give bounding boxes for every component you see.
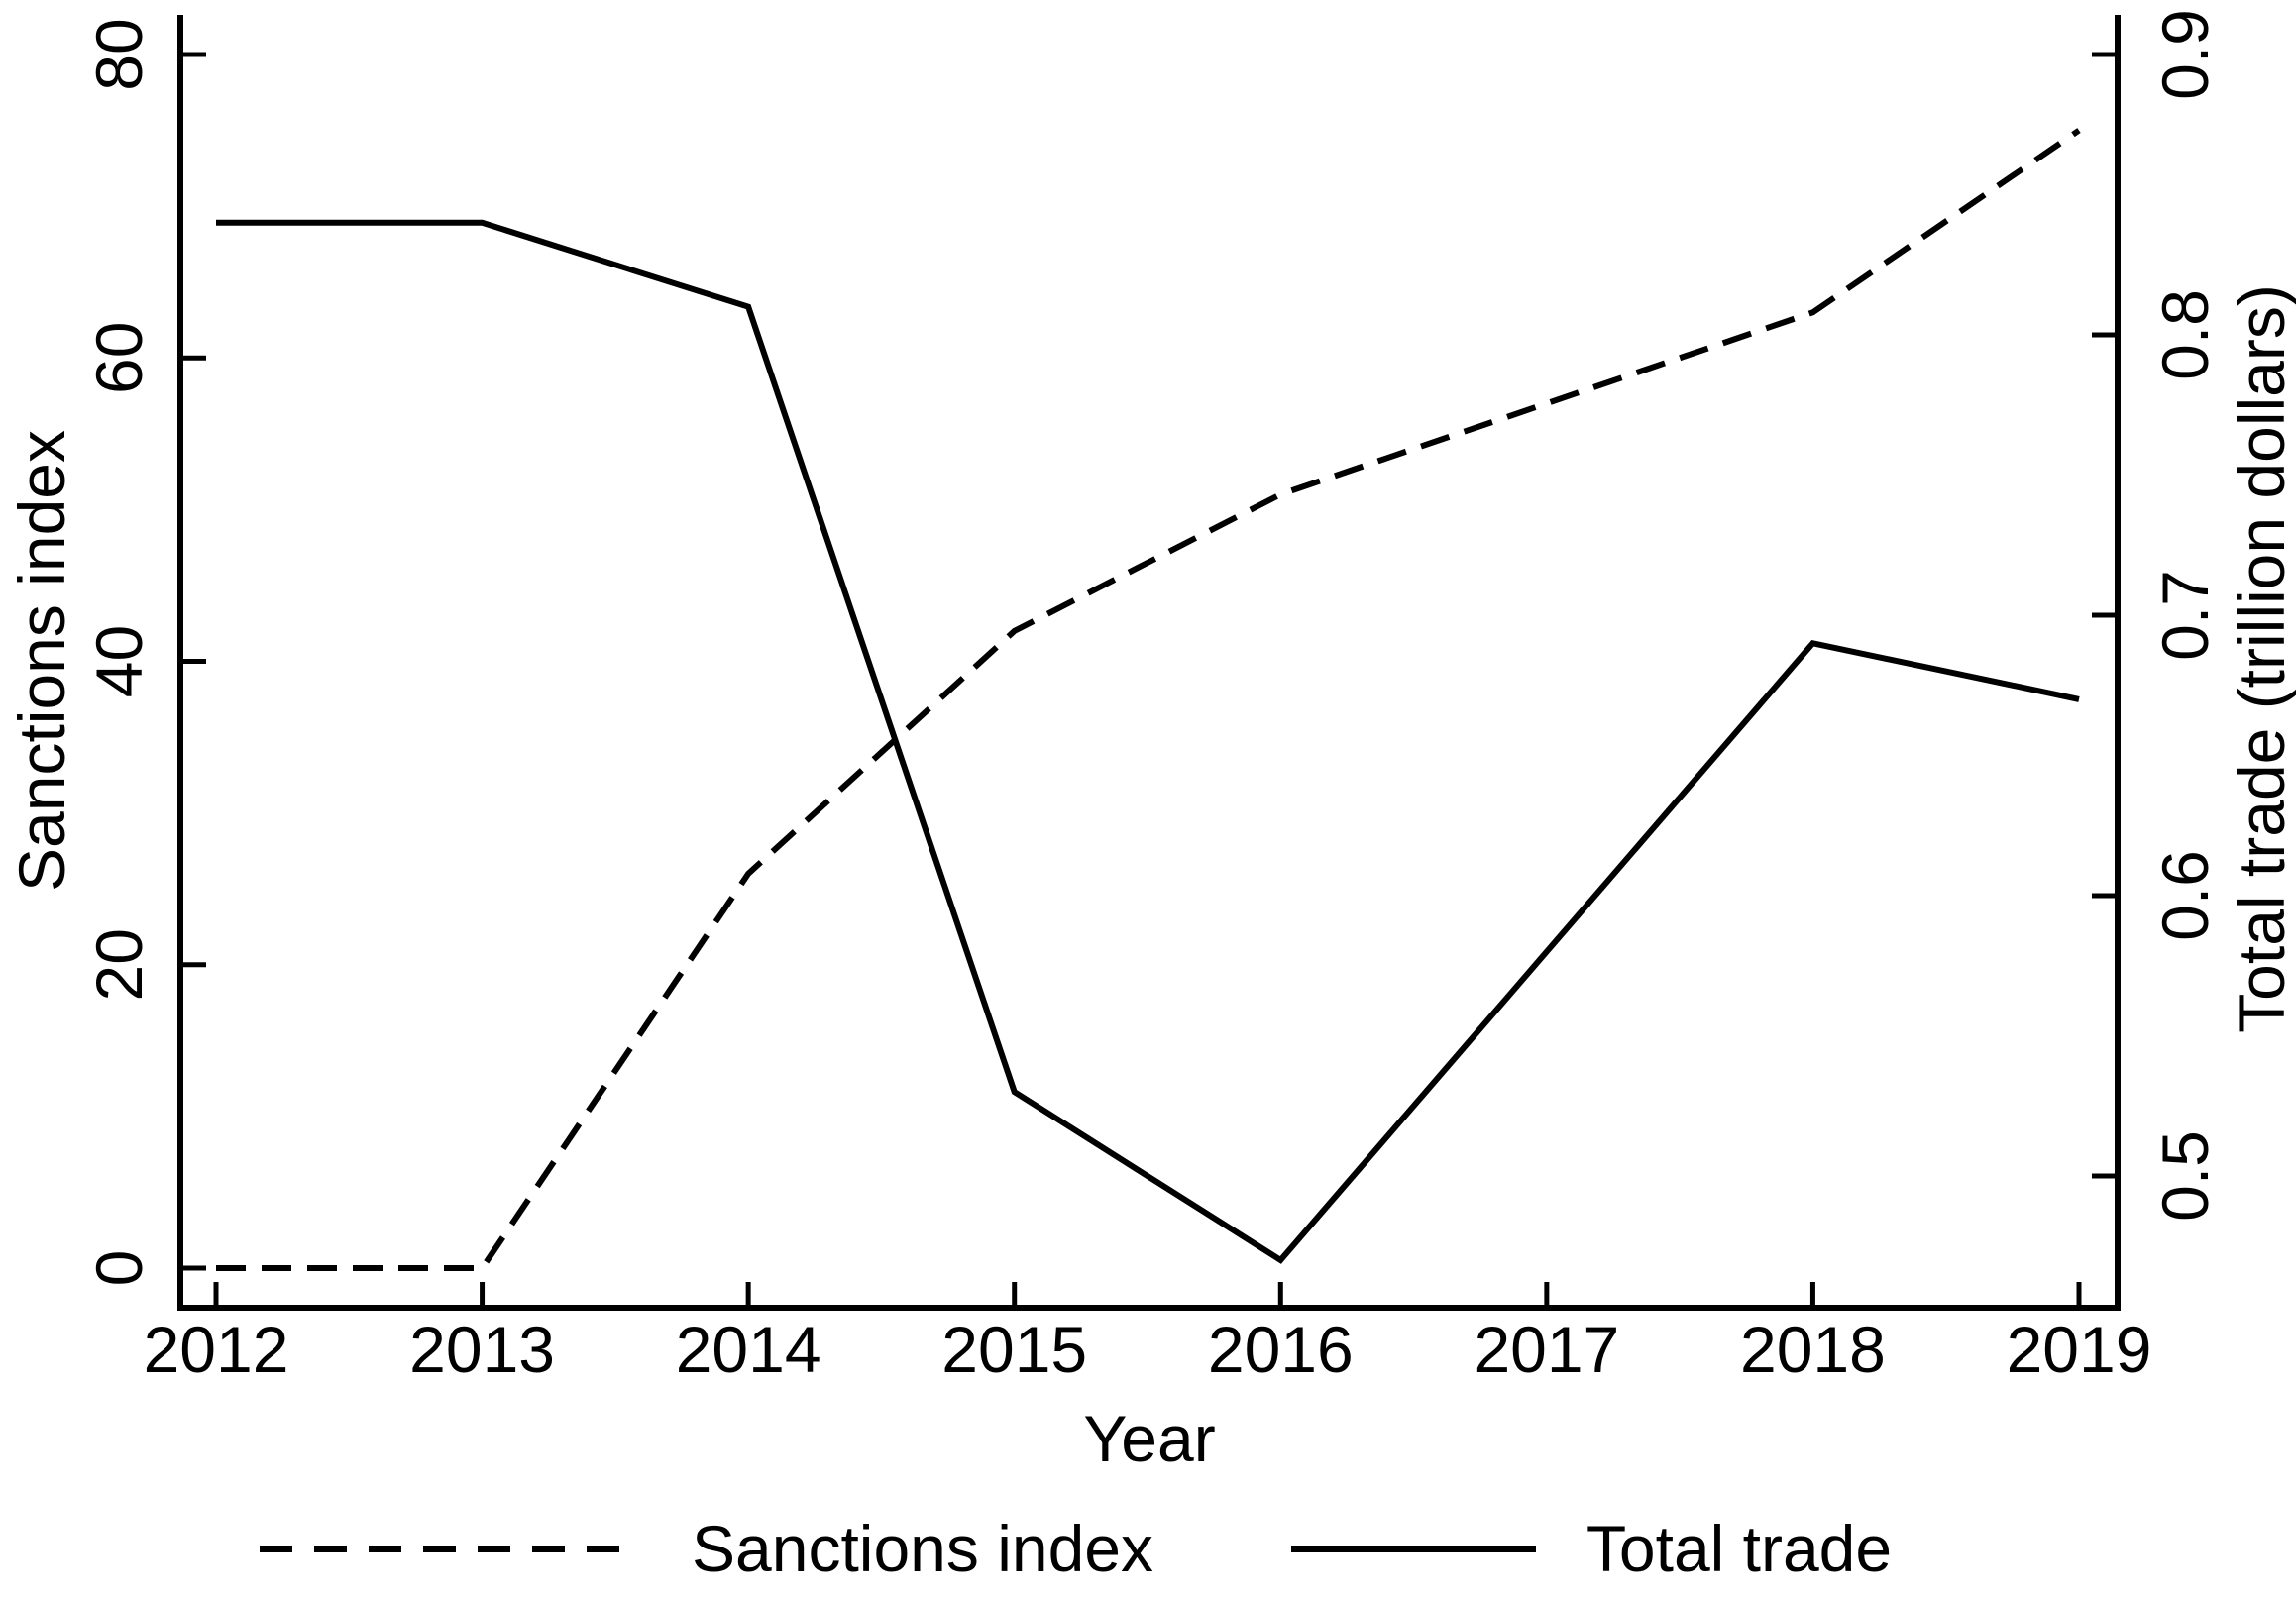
x-axis-tick-label: 2012 [144, 1313, 289, 1386]
left-axis-tick-label: 20 [82, 928, 156, 1001]
x-axis-tick-label: 2019 [2007, 1313, 2152, 1386]
left-axis-tick-label: 0 [82, 1250, 156, 1287]
legend-solid-line-sample [1291, 1546, 1536, 1552]
left-y-axis-title: Sanctions index [5, 430, 78, 892]
x-axis-tick-label: 2016 [1208, 1313, 1354, 1386]
right-axis-tick-label: 0.9 [2148, 9, 2222, 100]
series-line-sanctions-index [216, 128, 2081, 1271]
left-axis-tick-label: 60 [82, 322, 156, 394]
x-axis-tick-label: 2014 [676, 1313, 821, 1386]
left-axis-tick-label: 40 [82, 625, 156, 697]
x-axis-tick-label: 2017 [1474, 1313, 1619, 1386]
legend-dashed-line-sample [260, 1546, 626, 1552]
legend-label-total-trade: Total trade [1585, 1512, 1893, 1585]
x-axis-title: Year [1083, 1402, 1216, 1475]
left-axis-tick-label: 80 [82, 18, 156, 90]
x-axis-tick-label: 2015 [941, 1313, 1087, 1386]
right-axis-tick-label: 0.8 [2148, 289, 2222, 380]
x-axis-tick-label: 2013 [409, 1313, 555, 1386]
legend-label-sanctions-index: Sanctions index [692, 1512, 1153, 1585]
right-axis-tick-label: 0.5 [2148, 1130, 2222, 1222]
x-axis-tick-label: 2018 [1740, 1313, 1886, 1386]
right-axis-tick-label: 0.6 [2148, 850, 2222, 941]
series-line-total-trade [216, 219, 2080, 1264]
right-y-axis-title: Total trade (trillion dollars) [2225, 284, 2296, 1033]
right-axis-tick-label: 0.7 [2148, 570, 2222, 661]
